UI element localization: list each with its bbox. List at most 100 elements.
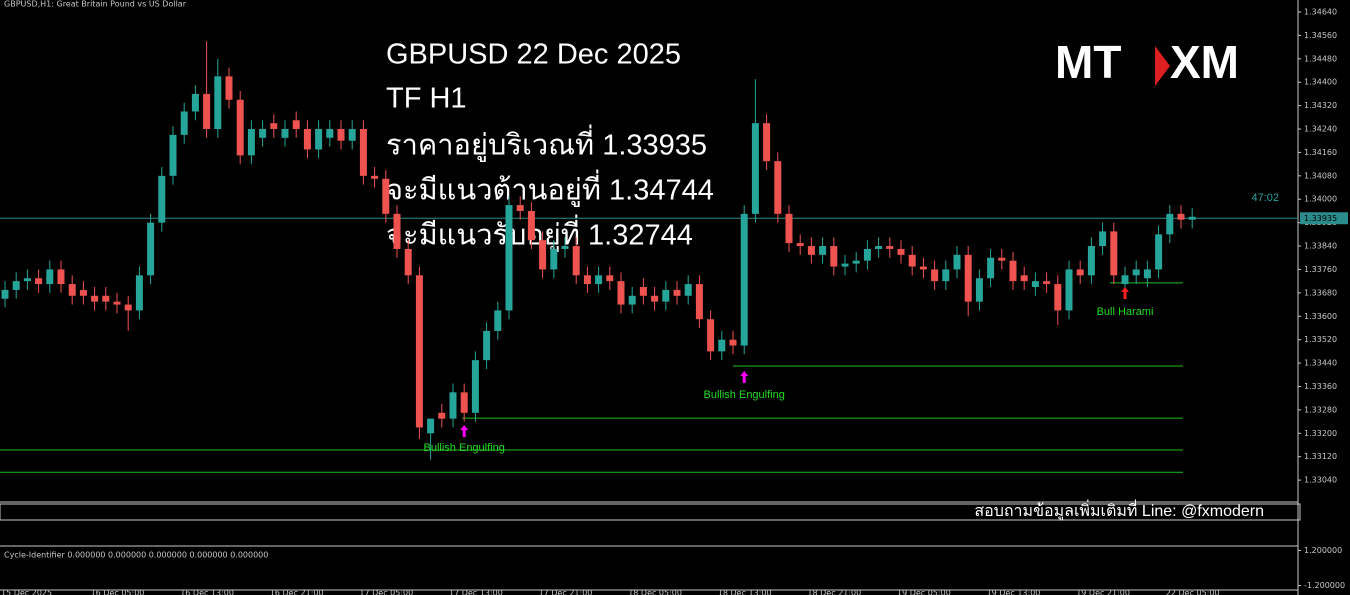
- logo-text: XM: [1170, 36, 1239, 88]
- overlay-line: GBPUSD 22 Dec 2025: [386, 39, 681, 71]
- candle-body: [247, 129, 255, 156]
- chart-title: GBPUSD,H1: Great Britain Pound vs US Dol…: [4, 0, 187, 9]
- candle-body: [415, 275, 423, 428]
- y-tick-label: 1.33360: [1304, 382, 1337, 391]
- candle-body: [875, 246, 883, 249]
- candle-body: [572, 246, 580, 276]
- annotation: Bullish Engulfing: [704, 389, 785, 401]
- candle-body: [57, 269, 65, 285]
- candle-body: [12, 281, 20, 290]
- x-tick-label: 22 Dec 05:00: [1166, 589, 1220, 595]
- candle-body: [841, 263, 849, 267]
- y-tick-label: 1.33760: [1304, 265, 1337, 274]
- candle-body: [987, 257, 995, 279]
- candle-body: [684, 284, 692, 296]
- candle-body: [583, 275, 591, 285]
- candle-body: [427, 418, 435, 434]
- candle-body: [483, 330, 491, 361]
- candle-body: [819, 246, 827, 255]
- candle-body: [191, 93, 199, 112]
- y-tick-label: 1.200000: [1304, 546, 1342, 555]
- candle-body: [348, 129, 356, 141]
- candle-body: [169, 134, 177, 176]
- candle-body: [807, 246, 815, 255]
- overlay-line: ราคาอยู่บริเวณที่ 1.33935: [386, 125, 707, 163]
- candle-body: [942, 269, 950, 282]
- price-box: [1300, 212, 1348, 225]
- candle-body: [505, 205, 513, 311]
- candle-body: [919, 266, 927, 270]
- candle-body: [931, 269, 939, 282]
- candle-body: [236, 99, 244, 156]
- candle-body: [471, 360, 479, 413]
- candle-body: [214, 76, 222, 130]
- x-tick-label: 16 Dec 05:00: [91, 589, 145, 595]
- candle-body: [639, 287, 647, 296]
- candle-body: [852, 260, 860, 264]
- candle-body: [1020, 275, 1028, 282]
- candle-body: [1031, 281, 1039, 288]
- timer: 47:02: [1251, 192, 1279, 204]
- y-tick-label: 1.33600: [1304, 312, 1337, 321]
- y-tick-label: 1.34560: [1304, 31, 1337, 40]
- x-tick-label: 16 Dec 13:00: [180, 589, 234, 595]
- y-tick-label: 1.34160: [1304, 148, 1337, 157]
- y-tick-label: 1.33200: [1304, 429, 1337, 438]
- candle-body: [438, 412, 446, 419]
- candle-body: [359, 129, 367, 176]
- candle-body: [1177, 213, 1185, 220]
- overlay-line: จะมีแนวต้านอยู่ที่ 1.34744: [386, 170, 714, 208]
- candle-body: [673, 289, 681, 296]
- candle-body: [270, 123, 278, 130]
- candle-body: [975, 278, 983, 302]
- candle-body: [1087, 246, 1095, 276]
- y-tick-label: 1.33680: [1304, 288, 1337, 297]
- candle-body: [628, 295, 636, 305]
- y-tick-label: 1.34320: [1304, 101, 1337, 110]
- candle-body: [695, 284, 703, 320]
- candle-body: [1155, 234, 1163, 270]
- candle-body: [371, 175, 379, 179]
- candle-body: [326, 129, 334, 138]
- candle-body: [1065, 269, 1073, 311]
- x-tick-label: 17 Dec 21:00: [539, 589, 593, 595]
- candle-body: [886, 246, 894, 249]
- candle-body: [740, 213, 748, 346]
- candle-body: [1009, 260, 1017, 282]
- candle-body: [79, 289, 87, 296]
- candle-body: [830, 246, 838, 267]
- candle-body: [606, 275, 614, 282]
- y-tick-label: 1.33520: [1304, 335, 1337, 344]
- candle-body: [718, 339, 726, 352]
- candle-body: [651, 295, 659, 302]
- candle-body: [1188, 216, 1196, 220]
- candle-body: [46, 269, 54, 285]
- candle-body: [1121, 275, 1129, 285]
- y-tick-label: 1.34640: [1304, 7, 1337, 16]
- y-tick-label: 1.34000: [1304, 195, 1337, 204]
- x-tick-label: 18 Dec 13:00: [718, 589, 772, 595]
- candle-body: [953, 254, 961, 270]
- candle-body: [494, 310, 502, 331]
- signal-arrow: [1121, 287, 1129, 299]
- candle-body: [158, 175, 166, 223]
- candle-body: [23, 278, 31, 282]
- candle-body: [539, 240, 547, 270]
- candle-body: [774, 161, 782, 214]
- candle-body: [763, 123, 771, 162]
- x-tick-label: 19 Dec 13:00: [987, 589, 1041, 595]
- candle-body: [180, 111, 188, 135]
- annotation: Bull Harami: [1097, 306, 1154, 318]
- y-tick-label: 1.33040: [1304, 476, 1337, 485]
- x-tick-label: 16 Dec 21:00: [270, 589, 324, 595]
- candle-body: [707, 319, 715, 352]
- signal-arrow: [460, 425, 469, 437]
- candle-body: [516, 205, 524, 211]
- candle-body: [315, 129, 323, 150]
- candle-body: [751, 123, 759, 214]
- candle-body: [527, 210, 535, 241]
- candle-body: [337, 129, 345, 141]
- candle-body: [785, 213, 793, 244]
